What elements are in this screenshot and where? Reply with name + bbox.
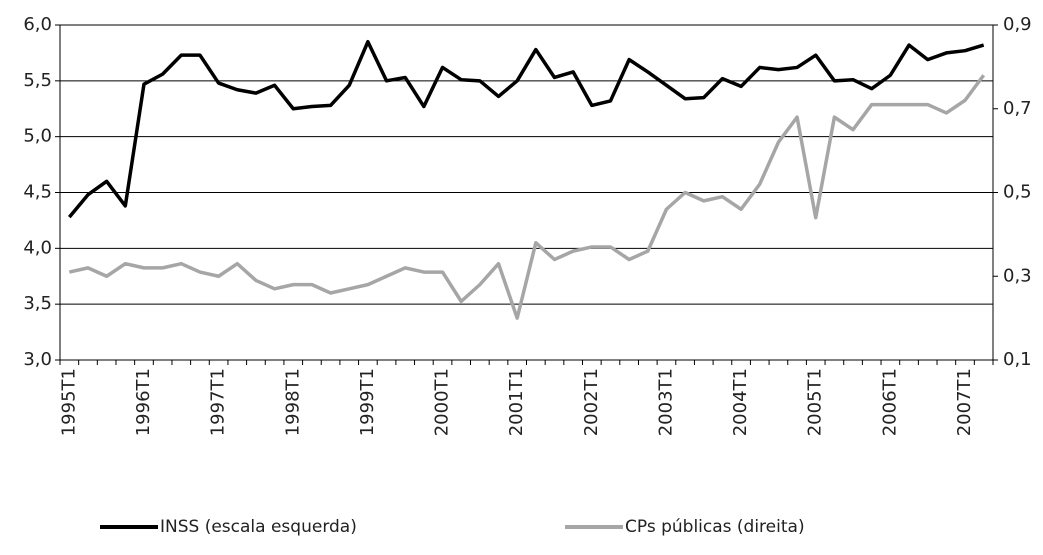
y2-tick-label: 0,7 <box>1003 98 1032 119</box>
x-tick-label: 2002T1 <box>581 368 602 436</box>
y-tick-label: 4,5 <box>23 182 52 203</box>
y2-tick-label: 0,1 <box>1003 349 1032 370</box>
x-tick-label: 2007T1 <box>954 368 975 436</box>
x-tick-label: 2006T1 <box>879 368 900 436</box>
series-line <box>68 74 986 320</box>
x-tick-label: 2001T1 <box>506 368 527 436</box>
y2-tick-label: 0,5 <box>1003 182 1032 203</box>
y-tick-label: 3,0 <box>23 349 52 370</box>
y2-tick-label: 0,9 <box>1003 14 1032 35</box>
x-tick-label: 1997T1 <box>208 368 229 436</box>
x-tick-label: 1999T1 <box>357 368 378 436</box>
legend-label: INSS (escala esquerda) <box>160 517 357 537</box>
y-tick-label: 5,5 <box>23 70 52 91</box>
x-tick-label: 1995T1 <box>58 368 79 436</box>
y2-tick-label: 0,3 <box>1003 265 1032 286</box>
x-tick-label: 2005T1 <box>805 368 826 436</box>
y-tick-label: 6,0 <box>23 14 52 35</box>
x-tick-label: 1998T1 <box>282 368 303 436</box>
y-tick-label: 4,0 <box>23 237 52 258</box>
legend-label: CPs públicas (direita) <box>625 517 805 537</box>
y-tick-label: 5,0 <box>23 126 52 147</box>
series-line <box>67 40 985 219</box>
x-tick-label: 2004T1 <box>730 368 751 436</box>
x-tick-label: 2000T1 <box>432 368 453 436</box>
y-tick-label: 3,5 <box>23 293 52 314</box>
x-tick-label: 2003T1 <box>655 368 676 436</box>
x-tick-label: 1996T1 <box>133 368 154 436</box>
